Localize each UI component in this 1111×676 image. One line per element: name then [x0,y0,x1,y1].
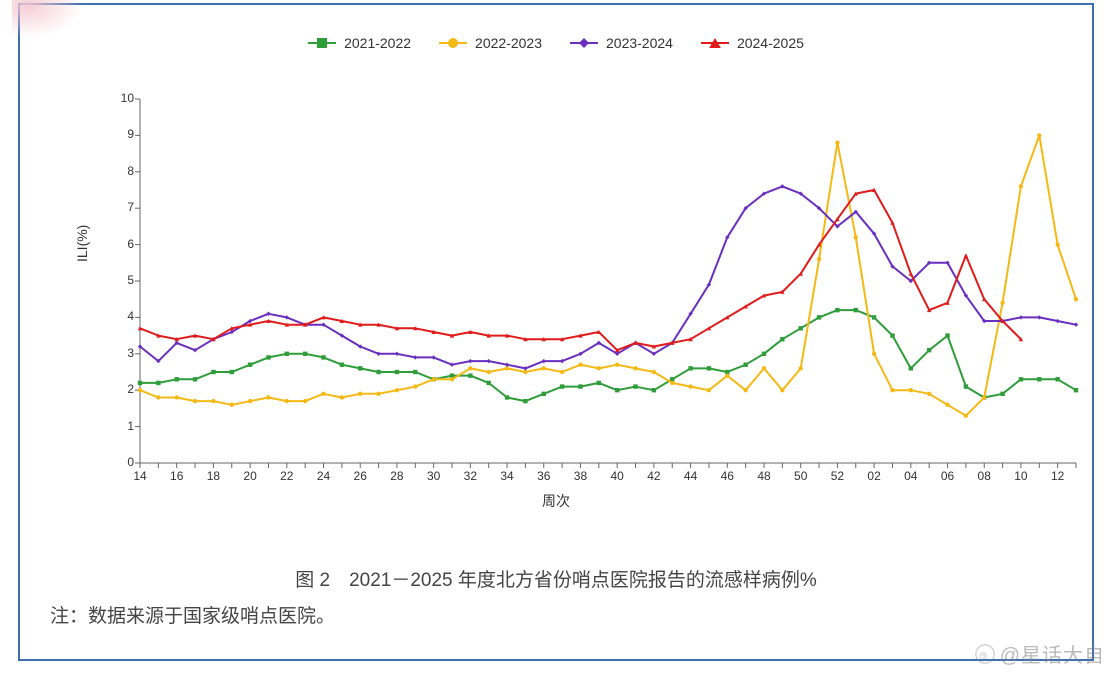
legend: 2021-2022 2022-2023 2023-2024 2024-2025 [20,35,1092,51]
x-tick-label: 18 [207,469,220,483]
legend-item: 2023-2024 [570,35,673,51]
x-tick-label: 08 [978,469,991,483]
plot-svg [140,99,1076,463]
x-tick-label: 20 [243,469,256,483]
plot-area [140,99,1076,463]
x-tick-label: 44 [684,469,697,483]
figure-caption: 图 2 2021－2025 年度北方省份哨点医院报告的流感样病例% [20,565,1092,592]
y-tick-label: 9 [110,127,134,141]
y-tick-label: 3 [110,346,134,360]
y-tick-label: 7 [110,200,134,214]
x-tick-label: 02 [867,469,880,483]
y-axis-label: ILI(%) [74,225,90,262]
x-tick-label: 28 [390,469,403,483]
y-tick-label: 2 [110,382,134,396]
chart-frame: 2021-2022 2022-2023 2023-2024 2024-2025 ILI… [18,3,1094,661]
x-tick-label: 06 [941,469,954,483]
x-tick-label: 34 [500,469,513,483]
y-tick-label: 1 [110,419,134,433]
x-tick-label: 22 [280,469,293,483]
legend-marker-triangle-icon [701,37,729,49]
x-tick-label: 16 [170,469,183,483]
x-tick-label: 36 [537,469,550,483]
x-tick-label: 26 [354,469,367,483]
legend-marker-square-icon [308,37,336,49]
x-tick-label: 40 [610,469,623,483]
x-tick-label: 24 [317,469,330,483]
x-axis-label: 周次 [20,491,1092,511]
x-tick-label: 52 [831,469,844,483]
x-tick-label: 30 [427,469,440,483]
x-tick-label: 46 [721,469,734,483]
figure-note: 注：数据来源于国家级哨点医院。 [50,601,335,628]
legend-label: 2024-2025 [737,35,804,51]
x-tick-label: 48 [757,469,770,483]
x-tick-label: 12 [1051,469,1064,483]
x-tick-label: 38 [574,469,587,483]
y-tick-label: 6 [110,237,134,251]
watermark-text: @星话大自 [1000,639,1105,668]
x-tick-label: 50 [794,469,807,483]
x-tick-label: 04 [904,469,917,483]
legend-item: 2024-2025 [701,35,804,51]
legend-item: 2021-2022 [308,35,411,51]
x-tick-label: 14 [133,469,146,483]
y-tick-label: 10 [110,91,134,105]
x-tick-label: 42 [647,469,660,483]
legend-label: 2023-2024 [606,35,673,51]
y-tick-label: 4 [110,309,134,323]
legend-marker-circle-icon [439,37,467,49]
legend-label: 2022-2023 [475,35,542,51]
weibo-icon [974,643,996,665]
y-tick-label: 8 [110,164,134,178]
y-tick-label: 5 [110,273,134,287]
legend-label: 2021-2022 [344,35,411,51]
legend-item: 2022-2023 [439,35,542,51]
legend-marker-diamond-icon [570,37,598,49]
y-tick-label: 0 [110,455,134,469]
x-tick-label: 10 [1014,469,1027,483]
x-tick-label: 32 [464,469,477,483]
watermark: @星话大自 [974,639,1105,668]
